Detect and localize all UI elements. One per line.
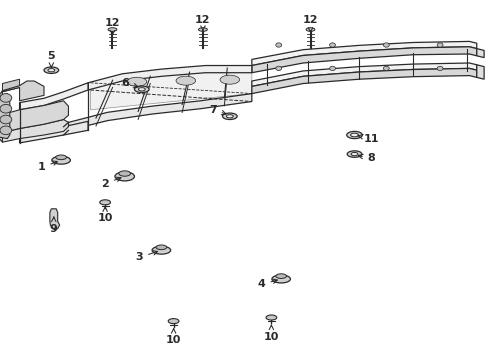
Circle shape xyxy=(329,66,335,71)
Text: 10: 10 xyxy=(263,325,279,342)
Ellipse shape xyxy=(271,275,290,283)
Text: 5: 5 xyxy=(47,51,55,67)
Text: 8: 8 xyxy=(358,153,375,163)
Circle shape xyxy=(0,115,12,124)
Ellipse shape xyxy=(48,68,55,72)
Text: 12: 12 xyxy=(302,15,318,32)
Ellipse shape xyxy=(108,28,117,31)
Ellipse shape xyxy=(44,67,59,73)
Ellipse shape xyxy=(168,319,179,324)
Text: 12: 12 xyxy=(195,15,210,31)
Text: 4: 4 xyxy=(257,279,277,289)
Ellipse shape xyxy=(222,113,237,120)
Ellipse shape xyxy=(115,172,134,181)
Circle shape xyxy=(383,66,388,71)
Polygon shape xyxy=(50,209,60,230)
Text: 1: 1 xyxy=(38,161,57,172)
Circle shape xyxy=(0,104,12,113)
Text: 11: 11 xyxy=(357,134,379,144)
Ellipse shape xyxy=(134,86,149,93)
Text: 2: 2 xyxy=(101,177,121,189)
Circle shape xyxy=(436,43,442,47)
Polygon shape xyxy=(476,65,483,79)
Polygon shape xyxy=(88,66,251,90)
Polygon shape xyxy=(20,83,88,110)
Polygon shape xyxy=(251,47,476,73)
Polygon shape xyxy=(251,41,476,66)
Circle shape xyxy=(329,43,335,47)
Ellipse shape xyxy=(220,75,239,84)
Circle shape xyxy=(275,66,281,71)
Ellipse shape xyxy=(305,28,314,31)
Ellipse shape xyxy=(100,200,110,205)
Polygon shape xyxy=(0,94,10,139)
Text: 10: 10 xyxy=(165,329,181,345)
Ellipse shape xyxy=(119,171,130,176)
Polygon shape xyxy=(2,101,68,132)
Ellipse shape xyxy=(156,245,166,250)
Ellipse shape xyxy=(52,156,70,164)
Ellipse shape xyxy=(346,151,361,157)
Polygon shape xyxy=(476,49,483,58)
Ellipse shape xyxy=(265,315,276,320)
Polygon shape xyxy=(0,81,44,142)
Text: 12: 12 xyxy=(104,18,120,35)
Polygon shape xyxy=(2,79,20,92)
Circle shape xyxy=(436,66,442,71)
Circle shape xyxy=(275,43,281,47)
Ellipse shape xyxy=(176,76,195,85)
Ellipse shape xyxy=(56,155,66,160)
Text: 9: 9 xyxy=(50,217,58,234)
Polygon shape xyxy=(2,120,68,142)
Polygon shape xyxy=(20,121,88,143)
Ellipse shape xyxy=(152,246,170,254)
Ellipse shape xyxy=(127,77,146,86)
Ellipse shape xyxy=(275,274,286,279)
Text: 7: 7 xyxy=(208,105,225,115)
Circle shape xyxy=(383,43,388,47)
Ellipse shape xyxy=(198,28,207,31)
Text: 6: 6 xyxy=(121,78,138,88)
Polygon shape xyxy=(90,66,251,110)
Polygon shape xyxy=(251,63,476,86)
Ellipse shape xyxy=(226,114,233,118)
Ellipse shape xyxy=(350,133,358,137)
Text: 3: 3 xyxy=(135,251,157,262)
Text: 10: 10 xyxy=(97,207,113,223)
Ellipse shape xyxy=(138,87,145,91)
Circle shape xyxy=(0,126,12,135)
Polygon shape xyxy=(251,68,476,94)
Polygon shape xyxy=(68,94,251,130)
Circle shape xyxy=(0,94,12,102)
Ellipse shape xyxy=(350,153,357,156)
Ellipse shape xyxy=(346,131,362,139)
